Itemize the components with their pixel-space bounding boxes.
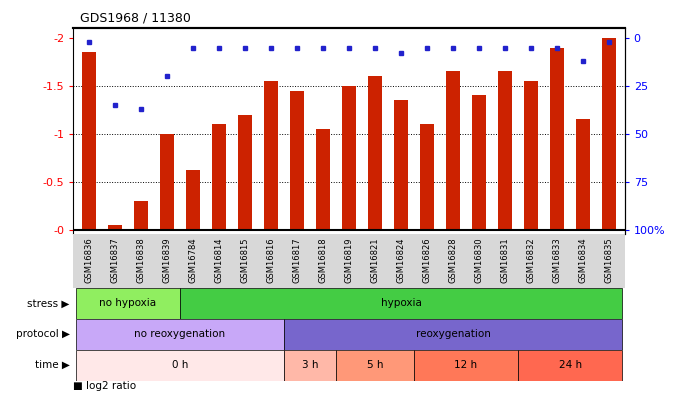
Text: GSM16814: GSM16814 <box>214 237 223 283</box>
Legend: log2 ratio, percentile rank within the sample: log2 ratio, percentile rank within the s… <box>78 352 269 377</box>
Text: GSM16819: GSM16819 <box>345 237 353 283</box>
Bar <box>284 350 336 381</box>
Text: reoxygenation: reoxygenation <box>415 329 491 339</box>
Text: time ▶: time ▶ <box>35 360 70 370</box>
Bar <box>211 124 226 230</box>
Bar <box>107 225 122 230</box>
Text: GSM16818: GSM16818 <box>318 237 327 283</box>
Text: ■ log2 ratio: ■ log2 ratio <box>73 381 136 391</box>
Bar <box>498 71 512 230</box>
Bar <box>160 134 174 230</box>
Bar <box>284 319 622 350</box>
Bar <box>76 350 284 381</box>
Text: GSM16828: GSM16828 <box>449 237 458 283</box>
Bar <box>238 115 252 230</box>
Bar <box>76 288 180 319</box>
Bar <box>315 129 330 230</box>
Bar <box>446 71 460 230</box>
Text: GSM16832: GSM16832 <box>526 237 535 283</box>
Bar <box>82 52 96 230</box>
Bar <box>342 86 356 230</box>
Text: 24 h: 24 h <box>558 360 581 370</box>
Text: GSM16836: GSM16836 <box>84 237 94 283</box>
Text: GSM16784: GSM16784 <box>188 237 198 283</box>
Text: GSM16826: GSM16826 <box>422 237 431 283</box>
Bar <box>602 38 616 230</box>
Bar <box>472 96 487 230</box>
Text: GDS1968 / 11380: GDS1968 / 11380 <box>80 11 191 24</box>
Text: GSM16821: GSM16821 <box>371 237 380 283</box>
Text: GSM16815: GSM16815 <box>240 237 249 283</box>
Text: 3 h: 3 h <box>302 360 318 370</box>
Bar <box>518 350 622 381</box>
Bar <box>420 124 434 230</box>
Text: hypoxia: hypoxia <box>380 298 422 309</box>
Text: GSM16834: GSM16834 <box>579 237 588 283</box>
Text: GSM16839: GSM16839 <box>163 237 172 283</box>
Bar <box>368 76 383 230</box>
Bar <box>134 201 148 230</box>
Text: GSM16817: GSM16817 <box>292 237 302 283</box>
Text: 12 h: 12 h <box>454 360 477 370</box>
Text: no hypoxia: no hypoxia <box>99 298 156 309</box>
Bar <box>524 81 538 230</box>
Bar <box>414 350 518 381</box>
Bar <box>550 47 564 230</box>
Text: GSM16830: GSM16830 <box>475 237 484 283</box>
Bar <box>180 288 622 319</box>
Text: 5 h: 5 h <box>366 360 383 370</box>
Bar <box>576 119 591 230</box>
Text: 0 h: 0 h <box>172 360 188 370</box>
Text: GSM16831: GSM16831 <box>500 237 510 283</box>
Text: GSM16838: GSM16838 <box>136 237 145 283</box>
Text: GSM16837: GSM16837 <box>110 237 119 283</box>
Text: GSM16824: GSM16824 <box>396 237 406 283</box>
Bar <box>264 81 278 230</box>
Text: stress ▶: stress ▶ <box>27 298 70 309</box>
Bar <box>290 91 304 230</box>
Bar <box>394 100 408 230</box>
Bar <box>186 170 200 230</box>
Text: protocol ▶: protocol ▶ <box>16 329 70 339</box>
Text: GSM16833: GSM16833 <box>553 237 562 283</box>
Bar <box>76 319 284 350</box>
Text: GSM16835: GSM16835 <box>604 237 614 283</box>
Bar <box>336 350 414 381</box>
Text: no reoxygenation: no reoxygenation <box>135 329 225 339</box>
Text: GSM16816: GSM16816 <box>267 237 276 283</box>
